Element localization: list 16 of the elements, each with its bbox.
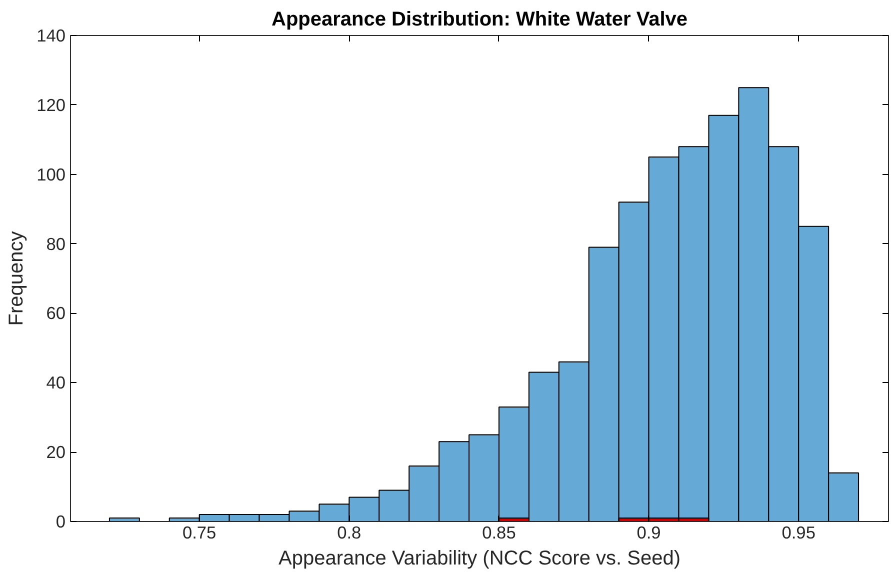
x-axis-title: Appearance Variability (NCC Score vs. Seed) — [278, 548, 681, 570]
y-tick-label: 100 — [36, 164, 66, 184]
y-axis-title: Frequency — [6, 231, 28, 326]
y-tick-label: 0 — [56, 512, 66, 532]
y-tick-label: 120 — [36, 94, 66, 115]
x-tick-label: 0.75 — [182, 522, 216, 542]
y-tick-label: 40 — [46, 372, 66, 393]
x-tick-label: 0.95 — [782, 522, 816, 542]
y-tick-label: 60 — [46, 303, 66, 324]
y-tick-label: 80 — [46, 234, 66, 254]
x-tick-label: 0.8 — [337, 522, 362, 542]
y-tick-label: 140 — [36, 26, 66, 46]
chart-title: Appearance Distribution: White Water Valve — [271, 8, 688, 30]
y-tick-label: 20 — [46, 442, 66, 462]
x-tick-label: 0.9 — [636, 522, 661, 542]
x-tick-label: 0.85 — [482, 522, 516, 542]
